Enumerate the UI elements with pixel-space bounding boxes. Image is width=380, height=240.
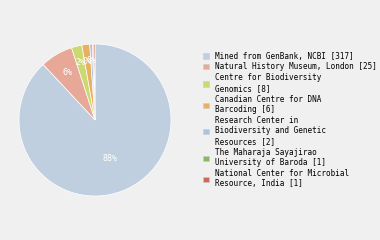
Legend: Mined from GenBank, NCBI [317], Natural History Museum, London [25], Centre for : Mined from GenBank, NCBI [317], Natural …	[203, 52, 377, 188]
Text: 2%: 2%	[76, 58, 86, 67]
Wedge shape	[43, 48, 95, 120]
Wedge shape	[90, 44, 95, 120]
Wedge shape	[94, 44, 95, 120]
Wedge shape	[82, 44, 95, 120]
Text: 88%: 88%	[103, 154, 118, 163]
Wedge shape	[19, 44, 171, 196]
Text: 0%: 0%	[83, 57, 93, 66]
Text: 6%: 6%	[62, 68, 72, 77]
Wedge shape	[71, 45, 95, 120]
Text: 0%: 0%	[87, 56, 97, 65]
Wedge shape	[92, 44, 95, 120]
